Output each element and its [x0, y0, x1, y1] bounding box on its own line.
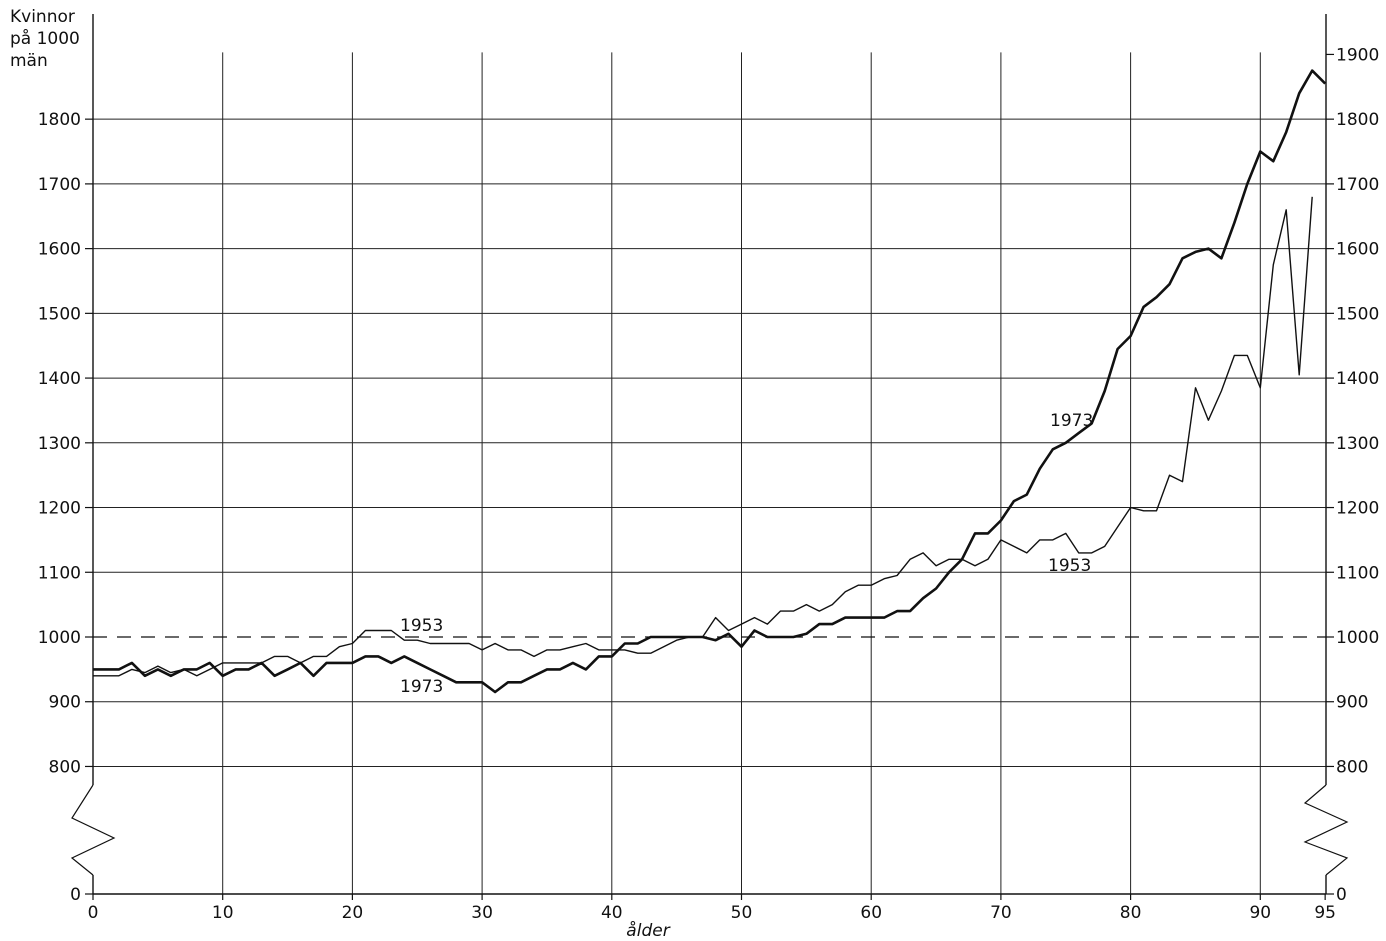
- y-left-tick-label-1200: 1200: [38, 499, 81, 519]
- y-right-tick-label-900: 900: [1336, 693, 1368, 713]
- y-left-tick-label-1800: 1800: [38, 110, 81, 130]
- y-left-tick-label-800: 800: [49, 757, 81, 777]
- y-right-tick-label-0: 0: [1336, 885, 1347, 905]
- x-tick-label-20: 20: [342, 903, 364, 923]
- axes: [70, 14, 1349, 895]
- y-right-tick-label-1500: 1500: [1336, 304, 1379, 324]
- tick-labels: 0 10 20 30 40 50 60 70 80 90 950800900100011001200…: [38, 45, 1380, 923]
- x-tick-label-60: 60: [860, 903, 882, 923]
- y-axis-label-line-1: Kvinnor: [10, 7, 75, 27]
- grid: [93, 52, 1326, 894]
- axis-break-right: [1303, 784, 1349, 876]
- series-labels: 1953 1953 1973 1973: [400, 411, 1093, 697]
- axis-labels: Kvinnor på 1000 män ålder: [10, 7, 671, 941]
- y-axis-label-line-2: på 1000: [10, 28, 80, 49]
- y-right-tick-label-1800: 1800: [1336, 110, 1379, 130]
- y-right-tick-label-1900: 1900: [1336, 45, 1379, 65]
- series-label-1953-right: 1953: [1048, 556, 1091, 576]
- x-tick-label-80: 80: [1120, 903, 1142, 923]
- y-right-tick-label-1000: 1000: [1336, 628, 1379, 648]
- series-label-1953-upper: 1953: [400, 616, 443, 636]
- y-right-tick-label-1300: 1300: [1336, 434, 1379, 454]
- x-tick-label-70: 70: [990, 903, 1012, 923]
- y-axis-label-line-3: män: [10, 51, 48, 71]
- x-tick-label-50: 50: [731, 903, 753, 923]
- series-label-1973-lower: 1973: [400, 677, 443, 697]
- axis-break-left: [70, 784, 116, 876]
- y-left-tick-label-1400: 1400: [38, 369, 81, 389]
- series-label-1973-upper: 1973: [1050, 411, 1093, 431]
- y-left-tick-label-1500: 1500: [38, 304, 81, 324]
- y-right-tick-label-1600: 1600: [1336, 240, 1379, 260]
- series-layer: [92, 69, 1327, 694]
- y-left-tick-label-0: 0: [70, 885, 81, 905]
- y-left-tick-label-1600: 1600: [38, 240, 81, 260]
- x-tick-label-40: 40: [601, 903, 623, 923]
- y-left-tick-label-1100: 1100: [38, 563, 81, 583]
- y-right-tick-label-1400: 1400: [1336, 369, 1379, 389]
- x-tick-label-0: 0: [88, 903, 99, 923]
- y-left-tick-label-1000: 1000: [38, 628, 81, 648]
- x-tick-label-10: 10: [212, 903, 234, 923]
- x-tick-label-95: 95: [1314, 903, 1336, 923]
- y-right-tick-label-800: 800: [1336, 757, 1368, 777]
- x-axis-label: ålder: [626, 920, 670, 941]
- series-line-1973: [93, 69, 1327, 694]
- y-left-tick-label-900: 900: [49, 693, 81, 713]
- series-line-1953: [93, 196, 1313, 677]
- x-tick-label-30: 30: [471, 903, 493, 923]
- y-right-tick-label-1700: 1700: [1336, 175, 1379, 195]
- y-left-tick-label-1700: 1700: [38, 175, 81, 195]
- x-tick-label-90: 90: [1249, 903, 1271, 923]
- y-right-tick-label-1100: 1100: [1336, 563, 1379, 583]
- y-right-tick-label-1200: 1200: [1336, 499, 1379, 519]
- y-left-tick-label-1300: 1300: [38, 434, 81, 454]
